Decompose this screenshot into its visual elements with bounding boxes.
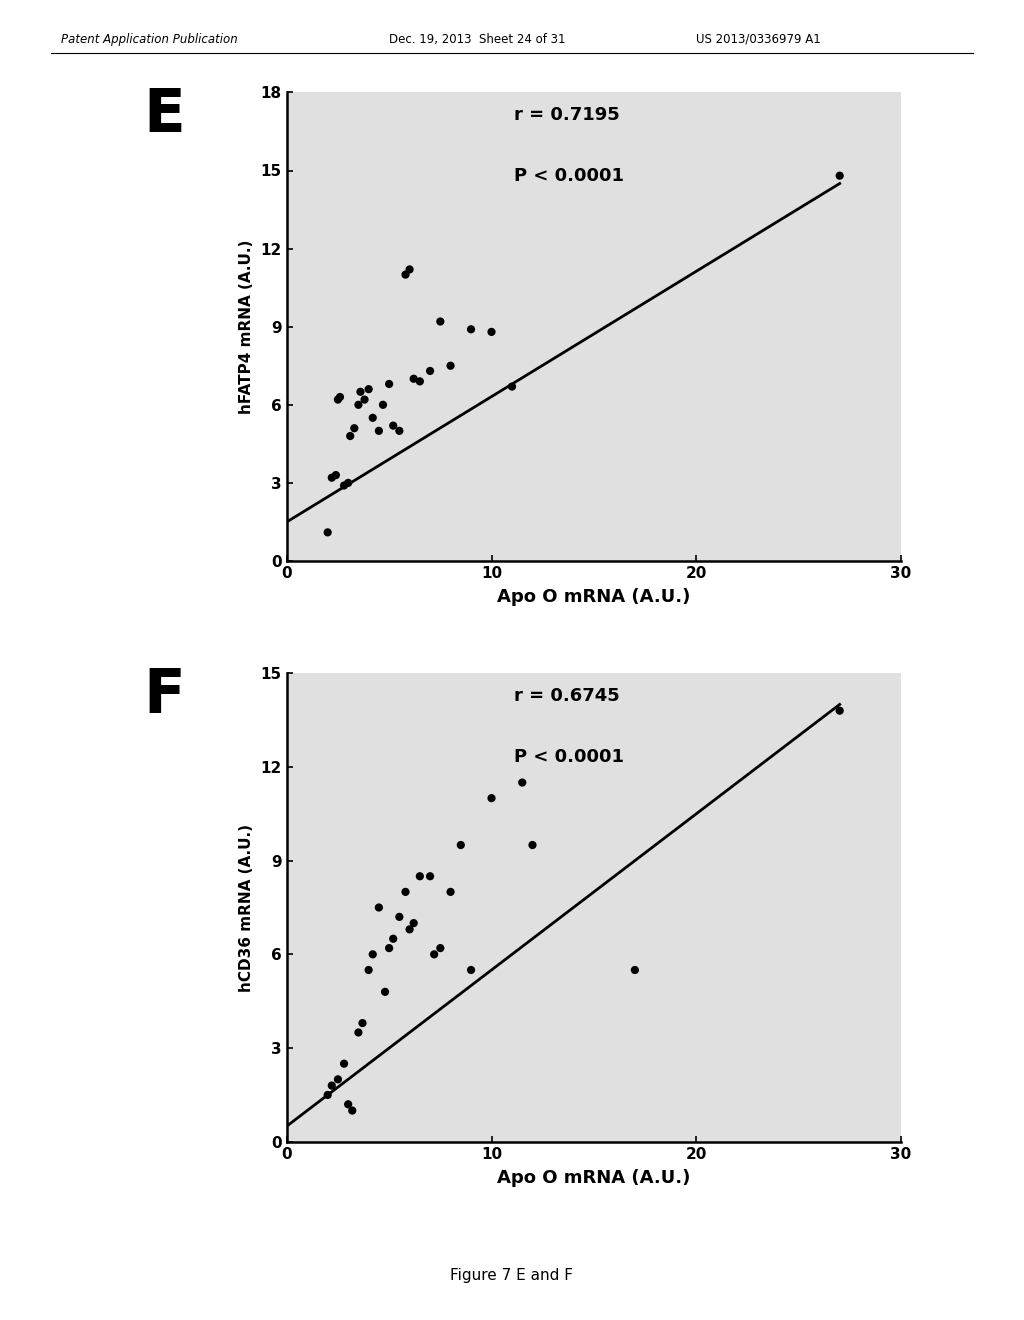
- Text: US 2013/0336979 A1: US 2013/0336979 A1: [696, 33, 821, 46]
- Point: [432, 312, 449, 333]
- Point: [332, 387, 348, 408]
- Text: r = 0.7195: r = 0.7195: [514, 107, 620, 124]
- Point: [352, 381, 369, 403]
- Text: E: E: [143, 86, 185, 145]
- Point: [483, 321, 500, 342]
- Point: [422, 360, 438, 381]
- Text: r = 0.6745: r = 0.6745: [514, 688, 620, 705]
- Point: [627, 960, 643, 981]
- Point: [397, 264, 414, 285]
- Point: [524, 834, 541, 855]
- Point: [442, 355, 459, 376]
- Point: [346, 417, 362, 438]
- Text: Patent Application Publication: Patent Application Publication: [61, 33, 239, 46]
- Point: [391, 420, 408, 441]
- Point: [324, 467, 340, 488]
- Y-axis label: hFATP4 mRNA (A.U.): hFATP4 mRNA (A.U.): [239, 239, 254, 414]
- Point: [360, 379, 377, 400]
- Point: [385, 414, 401, 436]
- Point: [319, 521, 336, 543]
- Point: [412, 371, 428, 392]
- Point: [324, 1074, 340, 1096]
- Point: [354, 1012, 371, 1034]
- Point: [483, 788, 500, 809]
- Point: [344, 1100, 360, 1121]
- Text: Figure 7 E and F: Figure 7 E and F: [451, 1269, 573, 1283]
- Point: [336, 1053, 352, 1074]
- Point: [350, 395, 367, 416]
- Point: [360, 960, 377, 981]
- Point: [412, 866, 428, 887]
- Point: [514, 772, 530, 793]
- Text: P < 0.0001: P < 0.0001: [514, 168, 624, 185]
- Point: [356, 389, 373, 411]
- Text: P < 0.0001: P < 0.0001: [514, 748, 624, 766]
- Point: [342, 425, 358, 446]
- Point: [397, 882, 414, 903]
- Point: [371, 420, 387, 441]
- Point: [463, 960, 479, 981]
- Text: Dec. 19, 2013  Sheet 24 of 31: Dec. 19, 2013 Sheet 24 of 31: [389, 33, 565, 46]
- Point: [401, 919, 418, 940]
- Point: [831, 700, 848, 721]
- Text: F: F: [143, 667, 185, 726]
- Point: [426, 944, 442, 965]
- Point: [371, 898, 387, 919]
- Point: [406, 912, 422, 933]
- X-axis label: Apo O mRNA (A.U.): Apo O mRNA (A.U.): [498, 587, 690, 606]
- Point: [453, 834, 469, 855]
- Y-axis label: hCD36 mRNA (A.U.): hCD36 mRNA (A.U.): [239, 824, 254, 991]
- Point: [328, 465, 344, 486]
- Point: [401, 259, 418, 280]
- Point: [365, 408, 381, 429]
- Point: [381, 937, 397, 958]
- Point: [463, 318, 479, 339]
- Point: [377, 981, 393, 1002]
- Point: [336, 475, 352, 496]
- Point: [381, 374, 397, 395]
- Point: [330, 389, 346, 411]
- Point: [442, 882, 459, 903]
- Point: [422, 866, 438, 887]
- Point: [350, 1022, 367, 1043]
- Point: [391, 907, 408, 928]
- Point: [406, 368, 422, 389]
- X-axis label: Apo O mRNA (A.U.): Apo O mRNA (A.U.): [498, 1168, 690, 1187]
- Point: [504, 376, 520, 397]
- Point: [432, 937, 449, 958]
- Point: [340, 1094, 356, 1115]
- Point: [831, 165, 848, 186]
- Point: [340, 473, 356, 494]
- Point: [319, 1085, 336, 1106]
- Point: [375, 395, 391, 416]
- Point: [365, 944, 381, 965]
- Point: [385, 928, 401, 949]
- Point: [330, 1069, 346, 1090]
